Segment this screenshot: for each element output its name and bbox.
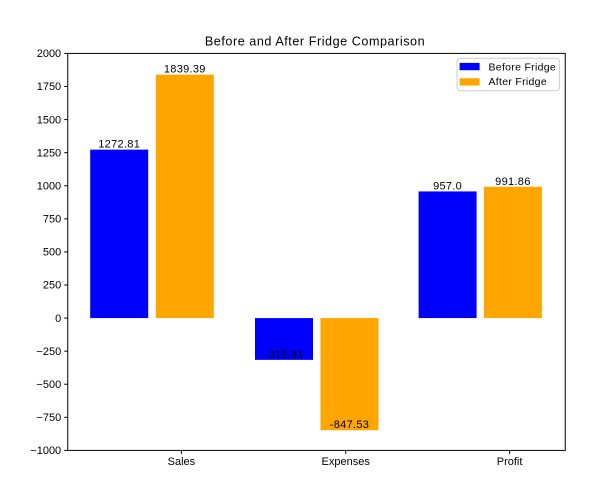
svg-text:500: 500	[43, 247, 61, 259]
svg-text:-315.81: -315.81	[264, 349, 303, 361]
svg-text:Expenses: Expenses	[322, 456, 371, 468]
svg-text:1750: 1750	[37, 81, 61, 93]
svg-text:−500: −500	[36, 379, 61, 391]
svg-text:0: 0	[55, 313, 61, 325]
svg-text:1500: 1500	[37, 114, 61, 126]
svg-text:Before and After Fridge Compar: Before and After Fridge Comparison	[205, 35, 425, 49]
svg-text:250: 250	[43, 280, 61, 292]
svg-text:Profit: Profit	[497, 456, 523, 468]
svg-text:1000: 1000	[37, 180, 61, 192]
svg-text:750: 750	[43, 214, 61, 226]
svg-text:Before Fridge: Before Fridge	[489, 61, 557, 73]
svg-text:−750: −750	[36, 412, 61, 424]
svg-text:−1000: −1000	[30, 445, 61, 457]
svg-text:1250: 1250	[37, 147, 61, 159]
svg-text:Sales: Sales	[168, 456, 196, 468]
svg-text:−250: −250	[36, 346, 61, 358]
svg-text:1839.39: 1839.39	[164, 64, 206, 76]
svg-text:991.86: 991.86	[495, 176, 530, 188]
svg-text:2000: 2000	[37, 48, 61, 60]
svg-text:957.0: 957.0	[433, 180, 462, 192]
svg-text:After Fridge: After Fridge	[489, 76, 547, 88]
svg-text:-847.53: -847.53	[330, 419, 369, 431]
svg-text:1272.81: 1272.81	[98, 139, 140, 151]
